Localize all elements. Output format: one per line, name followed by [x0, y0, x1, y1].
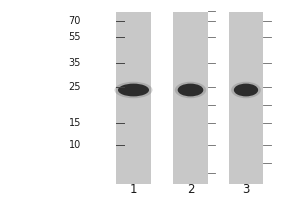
- Ellipse shape: [234, 84, 258, 96]
- Ellipse shape: [231, 82, 261, 98]
- Text: 35: 35: [69, 58, 81, 68]
- Text: 2: 2: [187, 183, 194, 196]
- Text: 70: 70: [69, 16, 81, 26]
- Bar: [229, 12, 263, 184]
- Text: 1: 1: [130, 183, 137, 196]
- Ellipse shape: [175, 82, 206, 98]
- Text: 3: 3: [242, 183, 250, 196]
- Ellipse shape: [115, 82, 152, 98]
- Text: 15: 15: [69, 118, 81, 128]
- Ellipse shape: [118, 84, 149, 96]
- Ellipse shape: [178, 84, 203, 96]
- Text: 55: 55: [68, 32, 81, 42]
- Text: 10: 10: [69, 140, 81, 150]
- Text: 25: 25: [68, 82, 81, 92]
- Bar: [116, 12, 151, 184]
- Bar: [173, 12, 208, 184]
